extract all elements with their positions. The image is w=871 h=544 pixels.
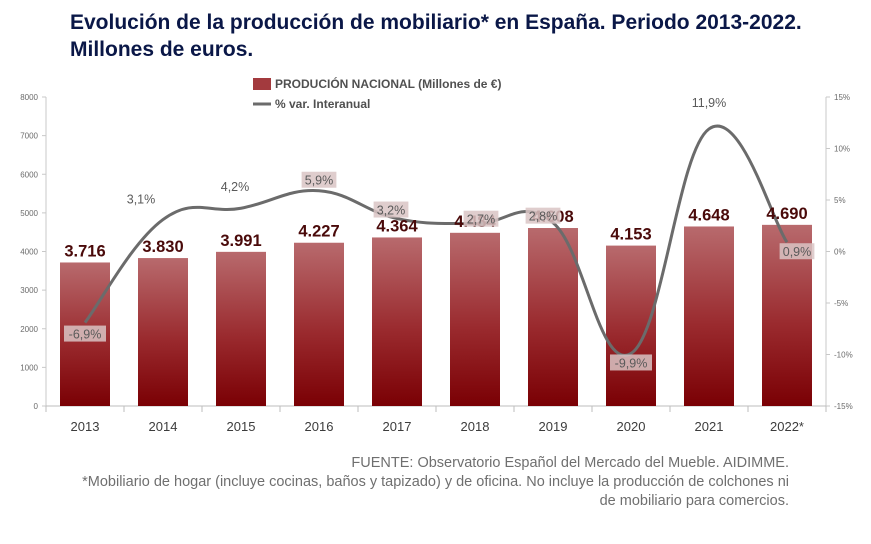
footnote-line: *Mobiliario de hogar (incluye cocinas, b… [82, 474, 789, 509]
pct-value-label: 3,1% [127, 193, 156, 207]
bar [294, 242, 344, 406]
x-tick-label: 2018 [461, 419, 490, 434]
pct-value-label: 5,9% [305, 174, 334, 188]
y-left-tick-label: 0 [34, 402, 39, 411]
y-left-tick-label: 2000 [20, 325, 38, 334]
x-tick-label: 2021 [695, 419, 724, 434]
bar [684, 226, 734, 406]
bar [138, 258, 188, 406]
pct-value-label: 4,2% [221, 180, 250, 194]
x-tick-label: 2014 [149, 419, 178, 434]
x-tick-label: 2013 [71, 419, 100, 434]
bar-value-label: 3.716 [64, 242, 105, 260]
source-line: FUENTE: Observatorio Español del Mercado… [351, 455, 789, 471]
bar-value-label: 4.227 [298, 223, 339, 241]
pct-label-bg [463, 210, 499, 227]
pct-value-label: 3,2% [377, 204, 406, 218]
y-left-tick-label: 7000 [20, 132, 38, 141]
x-tick-label: 2017 [383, 419, 412, 434]
bar-value-label: 4.690 [766, 205, 807, 223]
y-left-tick-label: 5000 [20, 209, 38, 218]
pct-value-label: 11,9% [692, 96, 727, 110]
bar-value-label: 4.364 [376, 217, 418, 235]
x-tick-label: 2019 [539, 419, 568, 434]
y-left-tick-label: 6000 [20, 170, 38, 179]
y-right-tick-label: -5% [834, 299, 848, 308]
y-right-tick-label: 15% [834, 93, 850, 102]
pct-label-bg [779, 243, 815, 260]
bar [450, 232, 500, 406]
legend-label-bar: PRODUCIÓN NACIONAL (Millones de €) [275, 76, 501, 91]
pct-label-bg [373, 201, 409, 218]
pct-label-bg [610, 354, 652, 371]
bar-value-label: 4.648 [688, 206, 729, 224]
pct-value-label: 0,9% [783, 245, 812, 259]
bar-value-label: 4.153 [610, 226, 651, 244]
y-right-tick-label: 10% [834, 145, 850, 154]
legend-swatch-bar [253, 78, 271, 90]
pct-label-bg [64, 325, 106, 342]
bar-value-label: 3.830 [142, 238, 183, 256]
pct-label-bg [525, 207, 561, 224]
y-right-tick-label: -10% [834, 351, 853, 360]
series-line-var-interanual [83, 124, 789, 357]
y-right-tick-label: -15% [834, 402, 853, 411]
bar [528, 228, 578, 406]
source-note: FUENTE: Observatorio Español del Mercado… [69, 454, 789, 511]
pct-label-bg [301, 171, 337, 188]
chart-title: Evolución de la producción de mobiliario… [70, 11, 802, 61]
y-left-tick-label: 1000 [20, 363, 38, 372]
pct-value-label: 2,8% [529, 210, 558, 224]
bar-value-label: 3.991 [220, 232, 261, 250]
bar [216, 251, 266, 406]
y-left-tick-label: 8000 [20, 93, 38, 102]
pct-value-label: -6,9% [69, 328, 102, 342]
bar [372, 237, 422, 406]
chart: 0 1000 2000 3000 4000 5000 6000 7000 8000 -15% -10… [20, 76, 853, 434]
x-tick-label: 2015 [227, 419, 256, 434]
y-right-tick-label: 5% [834, 196, 846, 205]
x-tick-label: 2022* [770, 419, 804, 434]
legend-label-line: % var. Interanual [275, 97, 370, 111]
pct-value-label: 2,7% [467, 213, 496, 227]
x-tick-label: 2020 [617, 419, 646, 434]
x-tick-label: 2016 [305, 419, 334, 434]
y-left-tick-label: 4000 [20, 248, 38, 257]
y-right-tick-label: 0% [834, 248, 846, 257]
pct-value-label: -9,9% [615, 356, 648, 370]
y-left-tick-label: 3000 [20, 286, 38, 295]
